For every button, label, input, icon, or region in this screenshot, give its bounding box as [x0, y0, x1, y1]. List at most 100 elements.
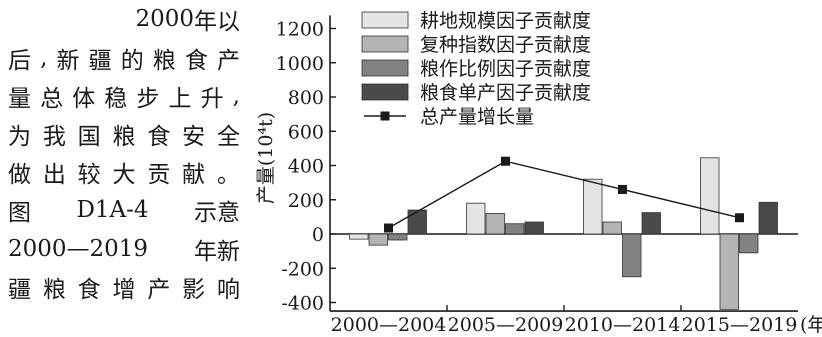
passage-token: , [232, 83, 240, 109]
chart-legend: 耕地规模因子贡献度复种指数因子贡献度粮作比例因子贡献度粮食单产因子贡献度总产量增… [361, 10, 591, 128]
y-tick-label: 600 [288, 121, 324, 143]
passage-line: 为我国粮食安全 [8, 119, 240, 150]
x-tick-label: 2010—2014 [565, 314, 681, 336]
passage-line: 图 D1A-4 示意 [8, 195, 240, 226]
passage-line: 量总体稳步上升, [8, 81, 240, 112]
y-tick-label: 1200 [276, 19, 324, 41]
total-growth-marker [735, 213, 744, 223]
bar [719, 233, 739, 310]
bar [466, 202, 486, 235]
legend-label: 粮食单产因子贡献度 [420, 82, 591, 104]
legend-label: 粮作比例因子贡献度 [420, 58, 591, 80]
passage-token: 新 [56, 48, 80, 74]
total-growth-line [388, 160, 740, 229]
passage-token: 粮 [42, 277, 66, 303]
legend-swatch [380, 111, 390, 121]
passage-token: 全 [216, 124, 240, 150]
x-tick-label: 2005—2009 [448, 314, 564, 336]
bar [368, 233, 388, 246]
passage-token: 疆 [8, 277, 31, 303]
bar [407, 209, 427, 235]
bar [758, 201, 778, 235]
bar [505, 223, 525, 235]
bar [641, 212, 661, 235]
passage-token: 献 [182, 162, 206, 188]
passage-token: 响 [216, 277, 240, 303]
passage-token: 我 [42, 124, 66, 150]
bar [739, 233, 759, 254]
passage-token: 贡 [147, 162, 171, 188]
passage-token: 大 [112, 162, 136, 188]
legend-swatch [361, 59, 409, 77]
passage-token: 为 [8, 124, 31, 150]
legend-swatch [361, 83, 409, 101]
y-tick-label: -200 [281, 258, 324, 280]
passage-token: 稳 [104, 86, 128, 112]
x-tick-label: 2015—2019 [682, 314, 798, 336]
passage-token: 示意 [194, 200, 240, 226]
passage-token: 升 [200, 86, 224, 112]
bar [602, 221, 622, 235]
passage-line: 后, 新疆的粮食产 [8, 43, 240, 74]
legend-label: 耕地规模因子贡献度 [420, 10, 591, 32]
bar [349, 233, 369, 240]
bar [388, 233, 408, 241]
bar [485, 213, 505, 235]
y-tick-label: -400 [281, 293, 324, 315]
passage-token: 年 [194, 9, 217, 35]
passage-token: 产 [147, 277, 171, 303]
passage-token: 影 [182, 277, 206, 303]
passage-token: 食 [184, 48, 208, 74]
y-tick-label: 800 [288, 87, 324, 109]
x-tick-label: 2000—2004 [331, 314, 447, 336]
total-growth-marker [501, 156, 510, 166]
passage-token: 2000 [135, 6, 194, 32]
y-tick-label: 0 [312, 224, 324, 246]
passage-token: D1A-4 [76, 197, 149, 223]
passage-token: 图 [8, 200, 31, 226]
passage-token: 国 [77, 124, 101, 150]
passage-token: 安 [182, 124, 206, 150]
passage-token: 产 [216, 48, 240, 74]
passage-token: 体 [72, 86, 96, 112]
passage-token: 后 [8, 48, 31, 74]
passage-token: 疆 [88, 48, 112, 74]
passage-token: , [40, 45, 48, 71]
passage-token: 的 [120, 48, 144, 74]
legend-swatch [361, 11, 409, 29]
y-tick-label: 400 [288, 156, 324, 178]
chart-bars [349, 157, 778, 310]
passage-token: 增 [112, 277, 136, 303]
grain-increase-chart: -400 -200 0 200 400 600 800 1000 1200 产量(10⁴t) 200… [255, 10, 822, 336]
passage-token: 粮 [112, 124, 136, 150]
total-growth-marker [384, 223, 393, 233]
passage-token: 食 [77, 277, 101, 303]
legend-label: 总产量增长量 [420, 106, 534, 128]
bar [700, 157, 720, 235]
passage-line: 2000 年以 [8, 4, 240, 35]
y-tick-label: 1000 [276, 53, 324, 75]
legend-label: 复种指数因子贡献度 [420, 34, 591, 56]
passage-token: 2000—2019 [8, 236, 149, 262]
passage-token: 食 [147, 124, 171, 150]
passage-token: 总 [40, 86, 64, 112]
passage-token: 。 [216, 162, 240, 188]
passage-token: 年新 [194, 239, 240, 265]
total-growth-marker [618, 184, 627, 194]
passage-token: 步 [136, 86, 160, 112]
passage-line: 做出较大贡献。 [8, 157, 240, 188]
passage-token: 粮 [152, 48, 176, 74]
passage-token: 以 [217, 9, 240, 35]
passage-line: 疆粮食增产影响 [8, 272, 240, 303]
passage-token: 出 [42, 162, 66, 188]
y-axis-label: 产量(10⁴t) [255, 112, 277, 204]
x-axis-label: (年) [800, 314, 822, 336]
chart-line [384, 156, 744, 233]
chart-axes: -400 -200 0 200 400 600 800 1000 1200 产量(10⁴t) 200… [255, 15, 822, 336]
passage-token: 较 [77, 162, 101, 188]
y-tick-label: 200 [288, 190, 324, 212]
bar [622, 233, 642, 278]
bar [524, 221, 544, 235]
passage-token: 上 [168, 86, 192, 112]
passage-token: 量 [8, 86, 31, 112]
